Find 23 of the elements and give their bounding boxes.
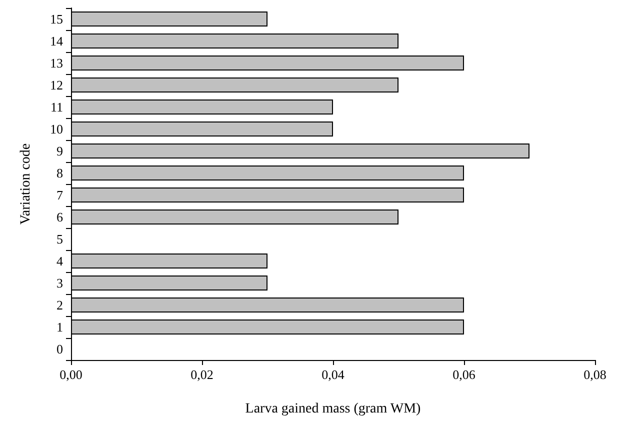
y-tick-label: 5: [56, 232, 63, 246]
y-tick-label: 12: [50, 78, 63, 92]
x-tick-label: 0,00: [60, 367, 82, 382]
y-tick-label: 8: [56, 166, 63, 180]
y-tick-label: 3: [56, 276, 63, 290]
x-axis-title: Larva gained mass (gram WM): [245, 402, 422, 416]
y-tick-label: 9: [56, 144, 63, 158]
x-tick-label: 0,04: [322, 367, 345, 382]
y-tick-label: 13: [50, 56, 63, 70]
y-tick-label: 14: [50, 34, 64, 48]
x-tick-label: 0,08: [584, 367, 606, 382]
y-tick-label: 4: [56, 254, 64, 268]
y-tick-label: 6: [56, 210, 64, 224]
y-tick-label: 15: [50, 12, 63, 26]
x-tick-label: 0,06: [452, 367, 476, 382]
y-tick-label: 1: [56, 320, 63, 334]
x-tick-label: 0,02: [190, 367, 214, 382]
y-axis-title: Variation code: [18, 143, 34, 225]
y-tick-label: 10: [50, 122, 63, 136]
y-tick-label: 2: [56, 298, 63, 312]
y-tick-label: 11: [50, 100, 63, 114]
y-tick-label: 7: [56, 188, 64, 202]
y-tick-label: 0: [56, 342, 63, 356]
